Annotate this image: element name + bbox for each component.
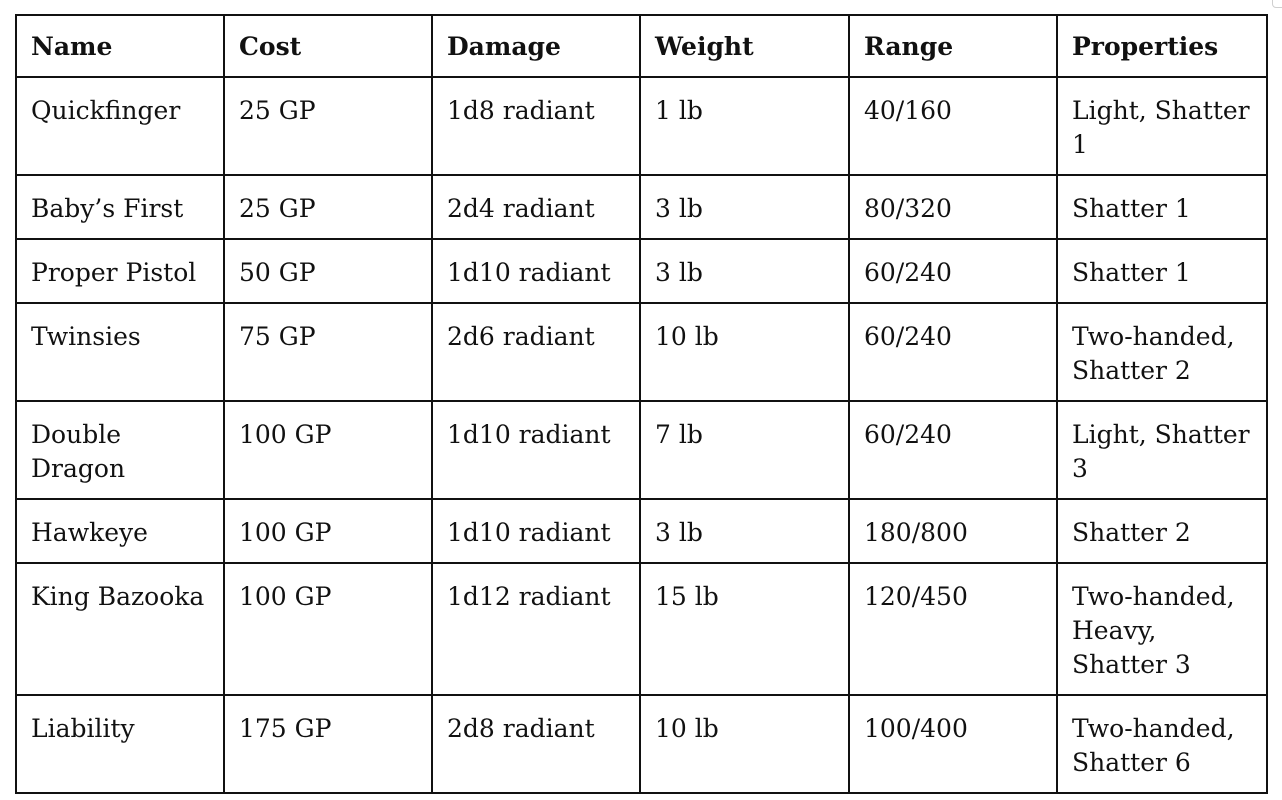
cell-properties: Two-handed, Heavy, Shatter 3 xyxy=(1056,562,1268,696)
cell-cost: 100 GP xyxy=(223,498,433,564)
cell-properties: Light, Shatter 1 xyxy=(1056,76,1268,176)
table-row: Liability 175 GP 2d8 radiant 10 lb 100/4… xyxy=(15,694,1268,794)
cell-name: Quickfinger xyxy=(15,76,225,176)
cell-cost: 50 GP xyxy=(223,238,433,304)
cell-name: Proper Pistol xyxy=(15,238,225,304)
cell-range: 60/240 xyxy=(848,302,1058,402)
table-row: King Bazooka 100 GP 1d12 radiant 15 lb 1… xyxy=(15,562,1268,696)
table-row: Double Dragon 100 GP 1d10 radiant 7 lb 6… xyxy=(15,400,1268,500)
table-row: Hawkeye 100 GP 1d10 radiant 3 lb 180/800… xyxy=(15,498,1268,564)
cell-damage: 1d8 radiant xyxy=(431,76,641,176)
cell-weight: 7 lb xyxy=(639,400,850,500)
cell-range: 120/450 xyxy=(848,562,1058,696)
cell-name: Baby’s First xyxy=(15,174,225,240)
header-name: Name xyxy=(15,14,225,78)
cell-damage: 1d12 radiant xyxy=(431,562,641,696)
table-row: Quickfinger 25 GP 1d8 radiant 1 lb 40/16… xyxy=(15,76,1268,176)
cell-range: 180/800 xyxy=(848,498,1058,564)
cell-name: Hawkeye xyxy=(15,498,225,564)
header-cost: Cost xyxy=(223,14,433,78)
cell-range: 100/400 xyxy=(848,694,1058,794)
cell-cost: 100 GP xyxy=(223,562,433,696)
header-row: Name Cost Damage Weight Range Properties xyxy=(15,14,1268,78)
cell-name: King Bazooka xyxy=(15,562,225,696)
cell-cost: 25 GP xyxy=(223,76,433,176)
window-corner-mark xyxy=(1272,0,1282,8)
cell-properties: Shatter 1 xyxy=(1056,238,1268,304)
cell-damage: 1d10 radiant xyxy=(431,400,641,500)
table-row: Twinsies 75 GP 2d6 radiant 10 lb 60/240 … xyxy=(15,302,1268,402)
cell-weight: 3 lb xyxy=(639,238,850,304)
cell-weight: 15 lb xyxy=(639,562,850,696)
cell-range: 80/320 xyxy=(848,174,1058,240)
cell-damage: 2d4 radiant xyxy=(431,174,641,240)
cell-weight: 10 lb xyxy=(639,302,850,402)
cell-weight: 10 lb xyxy=(639,694,850,794)
cell-damage: 2d8 radiant xyxy=(431,694,641,794)
header-damage: Damage xyxy=(431,14,641,78)
cell-weight: 3 lb xyxy=(639,498,850,564)
cell-range: 60/240 xyxy=(848,400,1058,500)
cell-properties: Shatter 2 xyxy=(1056,498,1268,564)
table-row: Proper Pistol 50 GP 1d10 radiant 3 lb 60… xyxy=(15,238,1268,304)
cell-properties: Two-handed, Shatter 2 xyxy=(1056,302,1268,402)
cell-range: 60/240 xyxy=(848,238,1058,304)
cell-cost: 75 GP xyxy=(223,302,433,402)
cell-damage: 1d10 radiant xyxy=(431,238,641,304)
cell-name: Liability xyxy=(15,694,225,794)
header-properties: Properties xyxy=(1056,14,1268,78)
header-weight: Weight xyxy=(639,14,850,78)
cell-range: 40/160 xyxy=(848,76,1058,176)
cell-properties: Shatter 1 xyxy=(1056,174,1268,240)
cell-properties: Light, Shatter 3 xyxy=(1056,400,1268,500)
weapons-table: Name Cost Damage Weight Range Properties… xyxy=(15,14,1268,794)
cell-cost: 175 GP xyxy=(223,694,433,794)
cell-name: Double Dragon xyxy=(15,400,225,500)
cell-damage: 1d10 radiant xyxy=(431,498,641,564)
cell-weight: 1 lb xyxy=(639,76,850,176)
header-range: Range xyxy=(848,14,1058,78)
cell-name: Twinsies xyxy=(15,302,225,402)
cell-damage: 2d6 radiant xyxy=(431,302,641,402)
cell-weight: 3 lb xyxy=(639,174,850,240)
cell-cost: 100 GP xyxy=(223,400,433,500)
cell-cost: 25 GP xyxy=(223,174,433,240)
table-row: Baby’s First 25 GP 2d4 radiant 3 lb 80/3… xyxy=(15,174,1268,240)
cell-properties: Two-handed, Shatter 6 xyxy=(1056,694,1268,794)
